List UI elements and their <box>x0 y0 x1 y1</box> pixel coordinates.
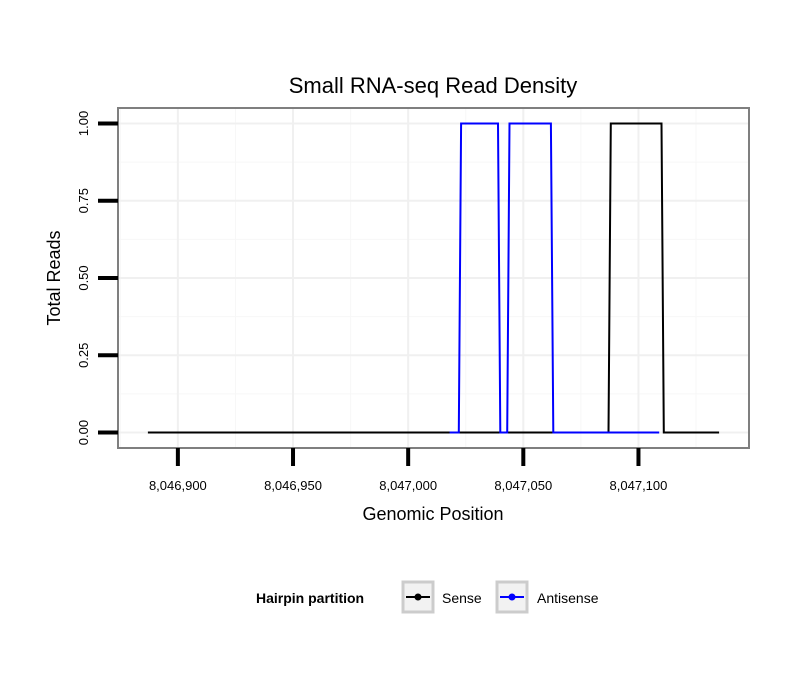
x-tick-label: 8,047,100 <box>610 478 668 493</box>
y-tick-label: 0.75 <box>76 188 91 213</box>
legend-item-sense: Sense <box>401 580 482 614</box>
x-tick-label: 8,047,050 <box>494 478 552 493</box>
x-axis-title: Genomic Position <box>362 504 503 524</box>
legend-point-antisense <box>508 593 516 601</box>
y-tick-label: 0.00 <box>76 420 91 445</box>
y-tick-label: 0.50 <box>76 265 91 290</box>
legend-title: Hairpin partition <box>256 590 364 606</box>
series-line-sense <box>147 122 720 434</box>
x-tick-label: 8,046,900 <box>149 478 207 493</box>
y-axis: 0.00 0.25 0.50 0.75 1.00 <box>76 111 118 445</box>
x-axis: 8,046,900 8,046,950 8,047,000 8,047,050 8,04… <box>149 448 667 493</box>
legend-item-antisense: Antisense <box>495 580 599 614</box>
legend: Hairpin partition Sense Antisense <box>256 580 599 614</box>
x-tick-label: 8,047,000 <box>379 478 437 493</box>
y-axis-title: Total Reads <box>44 230 64 325</box>
y-tick-label: 1.00 <box>76 111 91 136</box>
x-tick-label: 8,046,950 <box>264 478 322 493</box>
chart-title: Small RNA-seq Read Density <box>289 73 578 98</box>
legend-label-antisense: Antisense <box>537 590 599 606</box>
legend-point-sense <box>414 593 422 601</box>
y-tick-label: 0.25 <box>76 343 91 368</box>
series-layer <box>147 122 720 434</box>
legend-label-sense: Sense <box>442 590 482 606</box>
series-line-antisense <box>449 122 660 434</box>
